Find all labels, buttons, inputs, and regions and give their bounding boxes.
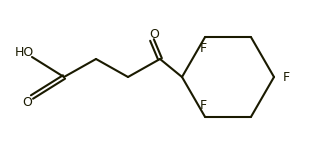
Text: HO: HO bbox=[14, 45, 34, 59]
Text: F: F bbox=[200, 99, 207, 112]
Text: F: F bbox=[200, 42, 207, 55]
Text: O: O bbox=[22, 97, 32, 109]
Text: O: O bbox=[149, 28, 159, 41]
Text: F: F bbox=[283, 71, 290, 83]
